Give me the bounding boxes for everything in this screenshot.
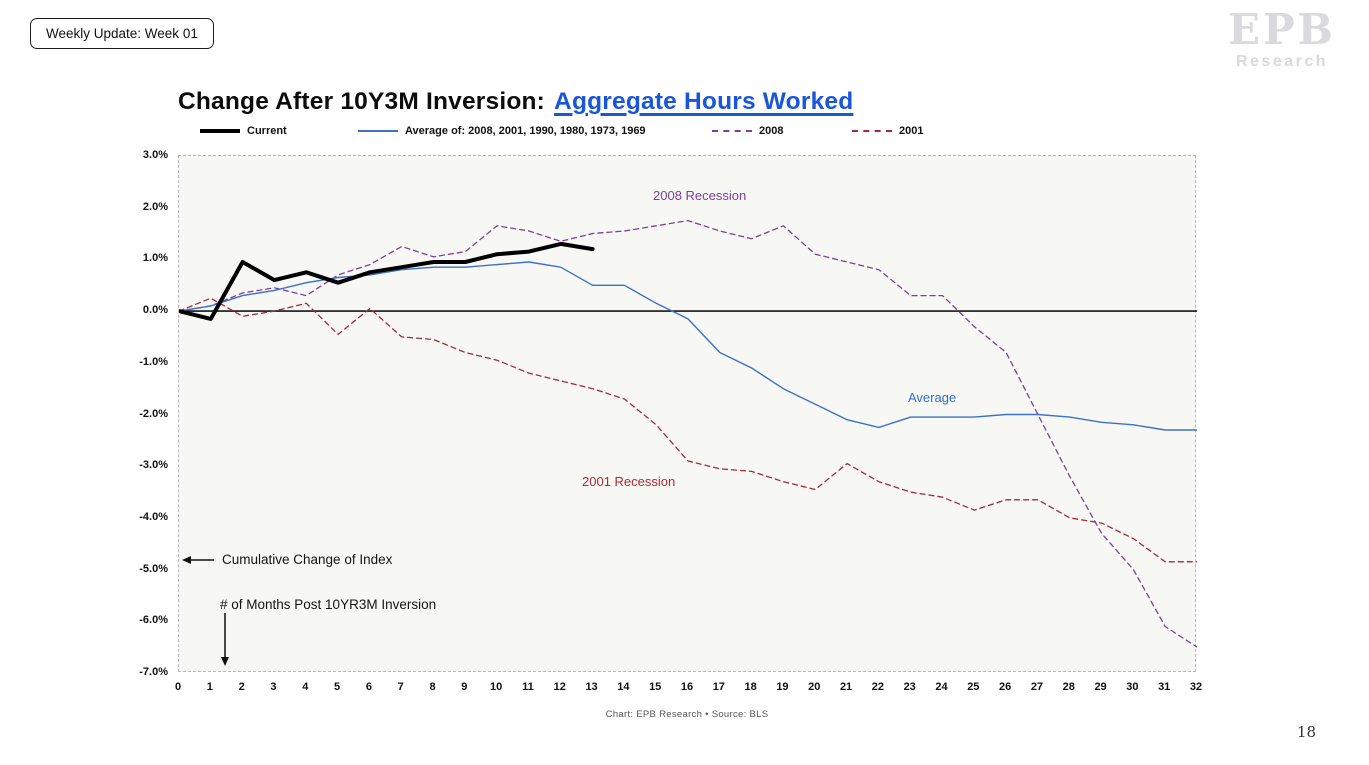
- page-title: Change After 10Y3M Inversion: Aggregate H…: [178, 88, 853, 116]
- legend-swatch-2008: [712, 130, 752, 132]
- annotation-2008-recession: 2008 Recession: [653, 188, 747, 203]
- y-axis-note: Cumulative Change of Index: [222, 552, 393, 567]
- legend-label-2001: 2001: [899, 125, 924, 137]
- x-tick-label: 14: [617, 681, 630, 693]
- x-tick-label: 30: [1126, 681, 1139, 693]
- plot-area: [178, 155, 1197, 672]
- logo-research-text: Research: [1235, 53, 1329, 70]
- x-tick-label: 27: [1030, 681, 1044, 693]
- x-tick-label: 31: [1158, 681, 1171, 693]
- x-tick-label: 28: [1062, 681, 1075, 693]
- y-tick-label: -4.0%: [139, 510, 168, 523]
- annotation-average: Average: [908, 390, 957, 405]
- x-tick-label: 10: [490, 681, 503, 693]
- logo-epb-text: EPB: [1227, 5, 1337, 54]
- x-tick-label: 15: [649, 681, 662, 693]
- x-tick-label: 29: [1094, 681, 1107, 693]
- legend-item-average: Average of: 2008, 2001, 1990, 1980, 1973…: [358, 125, 646, 137]
- x-tick-label: 0: [174, 681, 182, 693]
- x-axis-note: # of Months Post 10YR3M Inversion: [220, 597, 437, 612]
- y-tick-label: -7.0%: [139, 666, 168, 678]
- x-tick-label: 16: [680, 681, 694, 693]
- y-tick-label: 1.0%: [142, 252, 168, 265]
- y-tick-label: 2.0%: [142, 200, 168, 213]
- series-current: [179, 241, 595, 321]
- x-tick-label: 18: [744, 681, 757, 693]
- x-tick-label: 3: [270, 681, 277, 693]
- y-tick-label: -5.0%: [139, 562, 168, 575]
- y-tick-label: 3.0%: [142, 149, 168, 161]
- x-tick-label: 11: [522, 681, 534, 693]
- x-tick-label: 21: [839, 681, 853, 693]
- weekly-update-label: Weekly Update: Week 01: [46, 26, 198, 41]
- x-tick-label: 9: [461, 681, 468, 693]
- title-link[interactable]: Aggregate Hours Worked: [554, 88, 854, 115]
- left-arrow-icon: [182, 556, 214, 564]
- y-axis: 3.0% 2.0% 1.0% 0.0% -1.0% -2.0% -3.0% -4.0% -5.0…: [0, 149, 168, 678]
- series-2001: [179, 297, 1197, 563]
- x-axis: 0 1 2 3 4 5 6 7 8 9 10 11 12 13 14 15 16 17 18 19 20 21 22 23 24…: [174, 681, 1202, 697]
- title-prefix: Change After 10Y3M Inversion:: [178, 88, 546, 115]
- legend-label-2008: 2008: [759, 125, 784, 137]
- x-tick-label: 24: [935, 681, 948, 693]
- x-tick-label: 19: [776, 681, 789, 693]
- x-tick-label: 23: [903, 681, 916, 693]
- y-tick-label: 0.0%: [142, 304, 168, 317]
- legend-swatch-2001: [852, 130, 892, 132]
- chart-canvas: [179, 219, 1197, 648]
- x-tick-label: 13: [585, 681, 598, 693]
- x-tick-label: 25: [967, 681, 980, 693]
- legend-item-2008: 2008: [712, 125, 783, 137]
- annotation-2001-recession: 2001 Recession: [582, 474, 676, 489]
- page-number: 18: [1297, 723, 1317, 741]
- x-tick-label: 1: [206, 681, 213, 693]
- down-arrow-icon: [221, 613, 229, 666]
- series-average: [179, 261, 1197, 431]
- x-tick-label: 6: [365, 681, 372, 693]
- legend-item-current: Current: [200, 125, 287, 137]
- legend-swatch-current: [200, 129, 240, 133]
- x-tick-label: 5: [334, 681, 341, 693]
- x-tick-label: 17: [712, 681, 725, 693]
- x-tick-label: 20: [808, 681, 821, 693]
- x-tick-label: 22: [871, 681, 884, 693]
- chart-caption: Chart: EPB Research • Source: BLS: [605, 709, 769, 720]
- x-tick-label: 26: [999, 681, 1012, 693]
- x-tick-label: 7: [397, 681, 404, 693]
- y-tick-label: -1.0%: [139, 355, 168, 368]
- y-tick-label: -6.0%: [139, 614, 168, 627]
- x-tick-label: 8: [429, 681, 436, 693]
- y-tick-label: -3.0%: [139, 459, 168, 472]
- legend-swatch-average: [358, 130, 398, 132]
- y-tick-label: -2.0%: [139, 407, 168, 420]
- x-tick-label: 4: [302, 681, 309, 693]
- legend-item-2001: 2001: [852, 125, 923, 137]
- series-2008: [179, 219, 1197, 648]
- weekly-update-badge: Weekly Update: Week 01: [30, 18, 214, 49]
- legend-label-current: Current: [247, 125, 287, 137]
- x-tick-label: 2: [238, 681, 245, 693]
- epb-logo: EPB Research: [1226, 8, 1338, 71]
- legend-label-average: Average of: 2008, 2001, 1990, 1980, 1973…: [405, 125, 646, 137]
- x-tick-label: 32: [1189, 681, 1203, 693]
- x-tick-label: 12: [553, 681, 566, 693]
